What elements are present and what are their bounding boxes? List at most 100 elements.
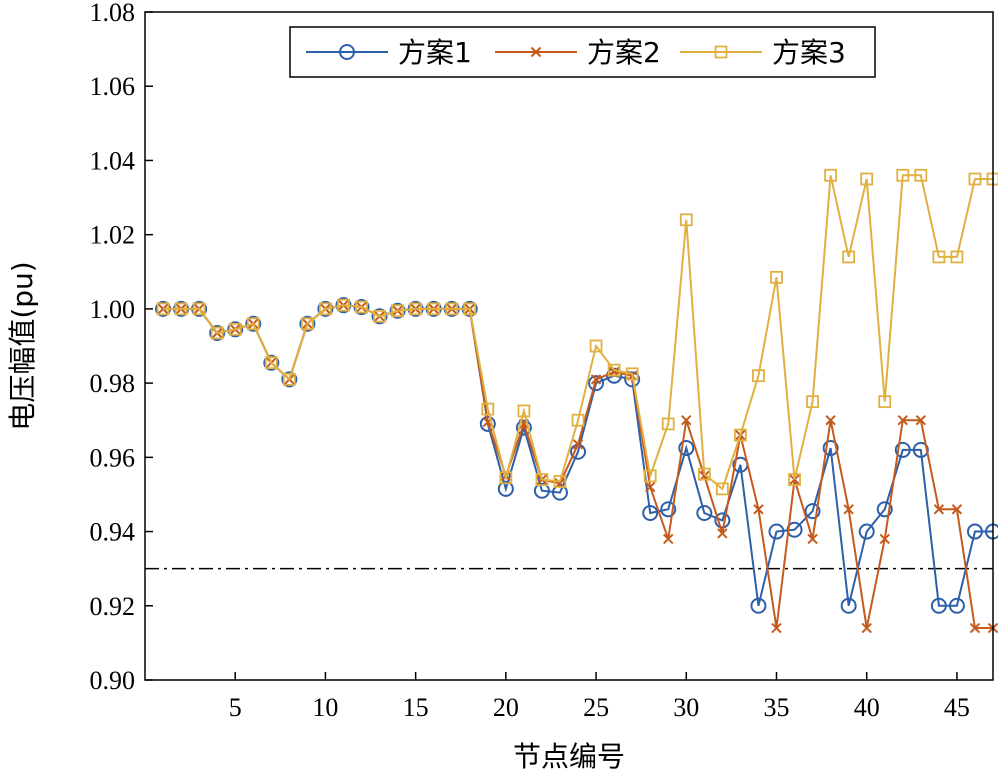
data-point xyxy=(463,302,477,316)
x-tick-label: 20 xyxy=(493,693,519,722)
data-point xyxy=(299,315,316,332)
data-point xyxy=(696,505,713,521)
legend-label: 方案2 xyxy=(587,36,661,69)
data-point xyxy=(371,308,388,325)
data-point xyxy=(914,168,928,182)
data-point xyxy=(533,482,550,499)
data-point xyxy=(227,321,244,338)
data-point xyxy=(843,504,854,515)
x-tick-label: 15 xyxy=(403,693,429,722)
data-point xyxy=(355,300,368,314)
axes-layer: 5 10 15 20 25 30 35 40 45 0.90 0.92 0.94 0.96 0.98 1.0… xyxy=(90,0,970,722)
data-point xyxy=(861,622,872,634)
data-point xyxy=(409,302,423,316)
y-tick-label: 1.06 xyxy=(90,72,136,101)
y-tick-label: 1.00 xyxy=(90,295,136,324)
data-point xyxy=(969,622,981,634)
data-point xyxy=(588,375,605,392)
data-point xyxy=(678,440,695,457)
data-point xyxy=(663,533,674,545)
data-point xyxy=(715,482,729,496)
data-point xyxy=(589,339,603,353)
data-point xyxy=(281,371,298,388)
data-point xyxy=(681,415,692,426)
data-point xyxy=(174,302,188,316)
data-point xyxy=(948,597,965,614)
series-line xyxy=(163,304,993,607)
data-point xyxy=(644,481,656,493)
data-point xyxy=(879,533,890,545)
data-point xyxy=(497,480,514,497)
data-point xyxy=(245,315,262,332)
y-tick-label: 0.92 xyxy=(90,592,136,621)
legend-marker xyxy=(714,45,728,59)
data-point xyxy=(968,172,982,186)
data-point xyxy=(896,168,910,182)
data-point xyxy=(840,597,857,614)
plot-frame xyxy=(144,11,994,681)
data-point xyxy=(750,597,767,614)
data-point xyxy=(768,523,785,540)
data-point xyxy=(933,504,945,515)
series-2 xyxy=(157,299,998,634)
data-point xyxy=(966,523,983,540)
y-tick-label: 1.08 xyxy=(90,0,136,27)
data-point xyxy=(317,300,334,317)
data-point xyxy=(156,302,170,316)
y-tick-label: 0.94 xyxy=(90,518,136,547)
data-point xyxy=(553,475,567,488)
data-point xyxy=(391,304,404,318)
data-point xyxy=(825,415,836,426)
data-point xyxy=(571,413,585,427)
data-point xyxy=(679,213,693,227)
data-point xyxy=(752,369,765,383)
data-point xyxy=(373,309,386,323)
data-point xyxy=(319,302,332,316)
data-point xyxy=(499,471,513,485)
y-tick-label: 0.96 xyxy=(90,443,136,472)
data-point xyxy=(228,322,242,336)
data-point xyxy=(915,415,927,426)
x-tick-label: 5 xyxy=(229,693,242,722)
data-point xyxy=(878,395,892,409)
data-point xyxy=(930,597,947,614)
data-point xyxy=(714,512,731,529)
data-point xyxy=(427,302,441,316)
data-point xyxy=(625,367,639,381)
data-point xyxy=(515,419,532,436)
data-point xyxy=(697,467,711,481)
data-point xyxy=(192,302,206,316)
data-point xyxy=(788,473,801,487)
y-tick-label: 1.04 xyxy=(90,146,136,175)
x-tick-label: 45 xyxy=(944,693,970,722)
data-point xyxy=(590,374,602,385)
data-point xyxy=(661,417,675,431)
data-point xyxy=(624,371,641,388)
legend-marker xyxy=(530,46,542,58)
data-point xyxy=(824,168,838,182)
y-tick-label: 1.02 xyxy=(90,221,136,250)
data-point xyxy=(806,395,819,409)
series-line xyxy=(163,304,993,630)
data-point xyxy=(804,503,821,520)
legend: 方案1 方案2 方案3 xyxy=(289,26,876,78)
x-axis-title: 节点编号 xyxy=(513,740,625,773)
data-point xyxy=(753,504,764,515)
data-point xyxy=(807,533,818,545)
data-point xyxy=(734,428,747,442)
x-tick-label: 25 xyxy=(583,693,609,722)
y-tick-label: 0.98 xyxy=(90,369,136,398)
data-point xyxy=(951,504,963,515)
y-axis-title: 电压幅值(pu) xyxy=(6,261,39,430)
data-point xyxy=(551,484,568,501)
series-layer xyxy=(155,168,998,634)
data-point xyxy=(264,356,278,370)
data-point xyxy=(717,528,728,539)
data-point xyxy=(894,441,911,458)
data-point xyxy=(263,354,280,371)
x-tick-label: 35 xyxy=(763,693,789,722)
legend-marker xyxy=(339,44,355,60)
data-point xyxy=(535,473,549,487)
x-tick-label: 10 xyxy=(312,693,338,722)
